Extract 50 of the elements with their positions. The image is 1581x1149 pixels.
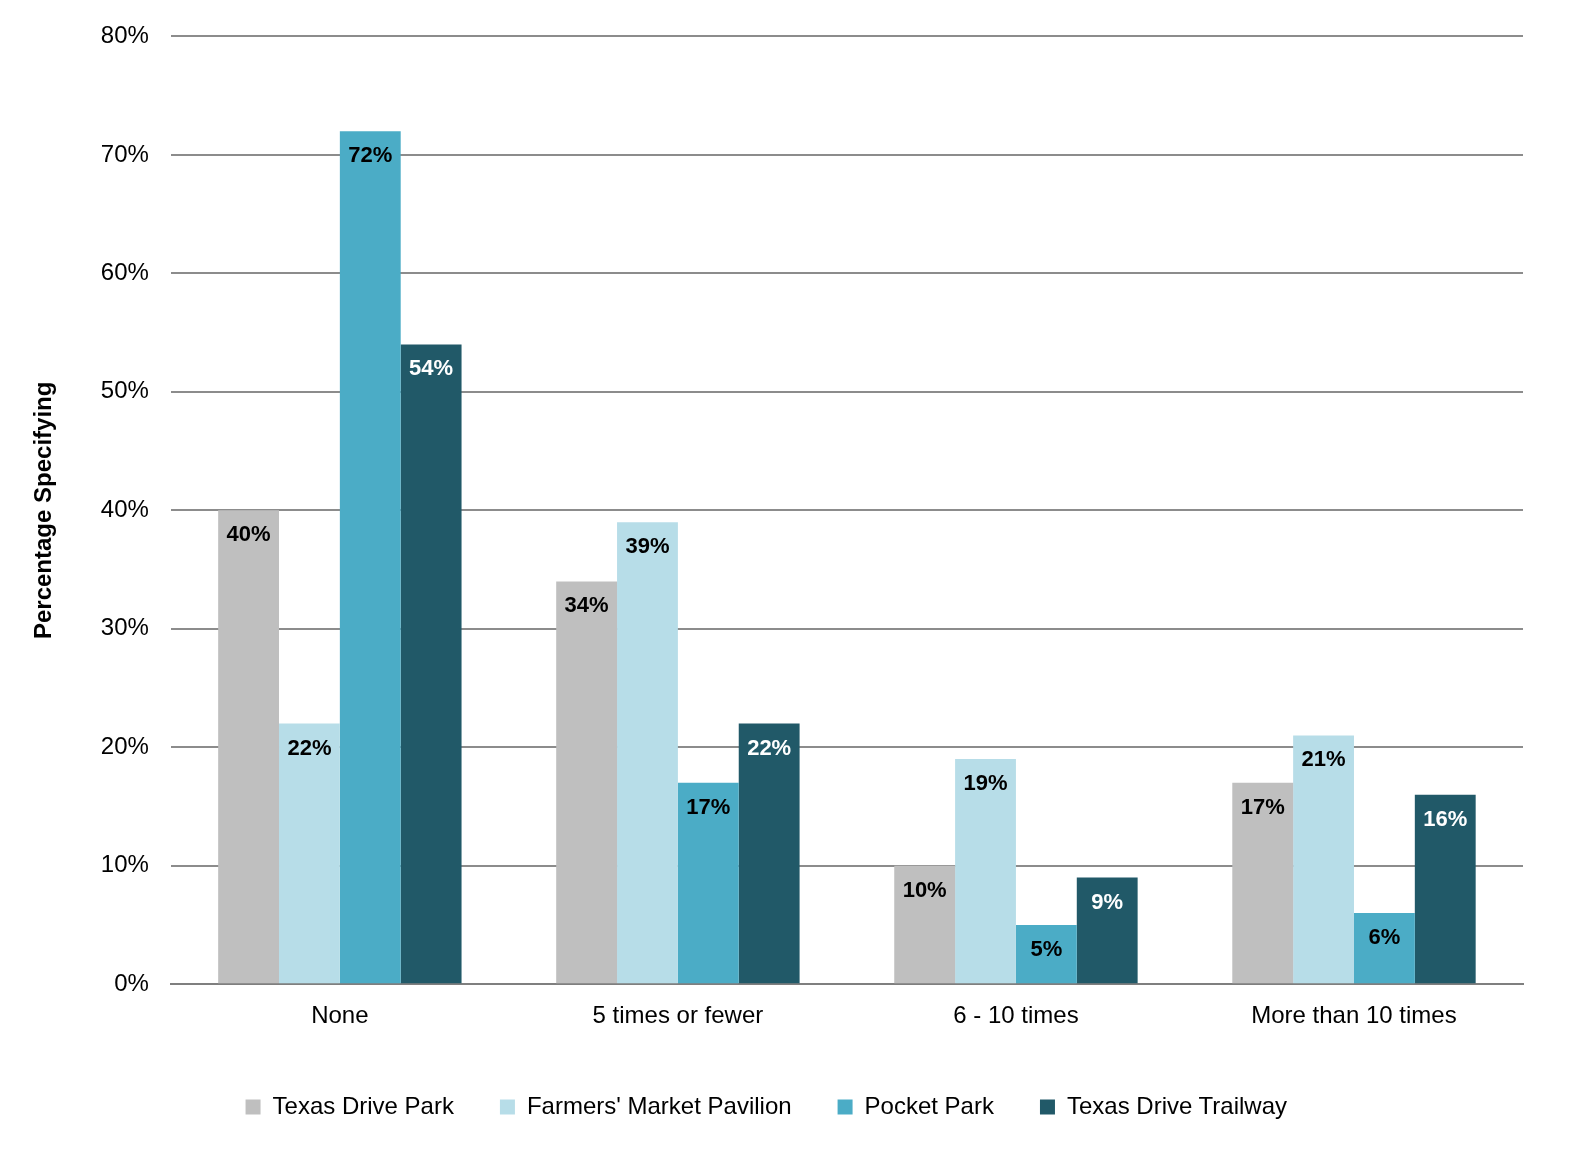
legend-label: Texas Drive Trailway [1066,1091,1288,1119]
bar [339,131,401,984]
y-tick-label: 80% [100,21,149,49]
data-label: 6% [1368,924,1401,950]
data-label: 22% [287,734,332,760]
bar [1293,735,1354,984]
y-tick-label: 30% [100,613,149,641]
bar [218,510,280,984]
y-tick-label: 20% [100,731,149,759]
data-label: 40% [226,521,271,547]
bar [1353,913,1415,984]
x-tick-label: More than 10 times [1251,1001,1457,1029]
y-axis-title: Percentage Specifying [29,381,57,640]
x-tick-label: 6 - 10 times [953,1001,1079,1029]
data-label: 17% [686,793,731,819]
bar [1076,877,1138,984]
data-label: 34% [564,592,609,618]
bar [400,344,462,984]
bar [1015,924,1077,984]
data-label: 17% [1240,793,1285,819]
data-label: 16% [1423,805,1468,831]
legend-label: Pocket Park [864,1091,995,1119]
data-label: 10% [902,876,947,902]
bar [279,723,340,984]
x-tick-label: 5 times or fewer [592,1001,764,1029]
legend-label: Texas Drive Park [272,1091,455,1119]
bar [955,759,1016,984]
data-label: 72% [348,142,393,168]
bar [1414,794,1476,984]
y-tick-label: 0% [114,968,149,996]
data-label: 5% [1030,936,1063,962]
x-tick-label: None [311,1001,369,1029]
y-tick-label: 60% [100,257,149,285]
bar [677,782,739,984]
data-label: 9% [1091,888,1124,914]
y-tick-label: 40% [100,494,149,522]
data-label: 22% [747,734,792,760]
bar [617,522,678,984]
y-tick-label: 50% [100,376,149,404]
data-label: 21% [1301,746,1346,772]
bar [1232,782,1294,984]
data-label: 54% [409,355,454,381]
bar [894,865,956,984]
bar [738,723,800,984]
legend-label: Farmers' Market Pavilion [526,1091,792,1119]
data-label: 19% [963,770,1008,796]
y-tick-label: 10% [100,850,149,878]
data-label: 39% [625,533,670,559]
y-tick-label: 70% [100,139,149,167]
bar [556,581,618,984]
